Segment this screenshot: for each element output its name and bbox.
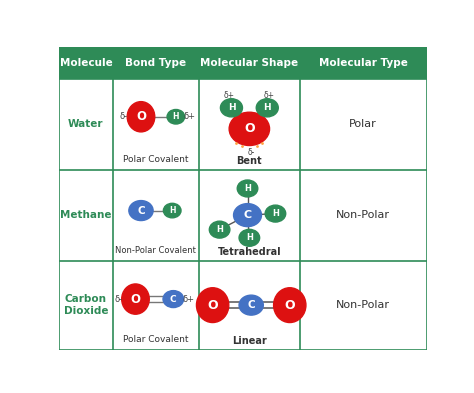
Ellipse shape [127,102,155,132]
Text: O: O [136,110,146,123]
Text: Water: Water [68,119,104,129]
Text: O: O [207,299,218,312]
Text: δ-: δ- [119,112,128,121]
Text: O: O [244,122,255,135]
Text: Polar Covalent: Polar Covalent [123,155,189,164]
Text: Non-Polar: Non-Polar [336,300,390,310]
Text: C: C [244,210,252,220]
Text: δ-: δ- [247,148,255,157]
Text: Polar Covalent: Polar Covalent [123,335,189,344]
Circle shape [234,204,262,227]
Text: H: H [272,209,279,218]
Circle shape [239,230,260,246]
Text: H: H [173,112,179,121]
Bar [59,47,427,79]
Circle shape [164,203,181,218]
Text: Tetrahedral: Tetrahedral [218,247,281,257]
Text: O: O [284,299,295,312]
Text: H: H [246,233,253,242]
Ellipse shape [273,288,306,323]
Ellipse shape [122,284,149,314]
Text: δ+: δ+ [183,112,195,121]
Text: Molecular Shape: Molecular Shape [201,58,299,68]
Circle shape [265,205,286,222]
Text: Non-Polar: Non-Polar [336,210,390,220]
Circle shape [210,221,230,238]
Text: δ+: δ+ [224,90,235,99]
Text: Carbon
Dioxide: Carbon Dioxide [64,294,108,316]
Text: δ-: δ- [115,295,123,303]
Text: Non-Polar Covalent: Non-Polar Covalent [115,246,196,255]
Text: Bent: Bent [237,156,262,166]
Text: H: H [228,103,235,112]
Circle shape [256,99,278,117]
Circle shape [167,110,185,124]
Text: C: C [247,300,255,310]
Text: Molecule: Molecule [60,58,112,68]
Text: H: H [169,206,175,215]
Text: Methane: Methane [60,210,112,220]
Circle shape [129,200,153,220]
Circle shape [237,180,258,197]
Ellipse shape [196,288,229,323]
Text: Molecular Type: Molecular Type [319,58,408,68]
Circle shape [163,290,183,308]
Circle shape [229,112,270,145]
Text: H: H [216,225,223,234]
Text: Polar: Polar [349,119,377,129]
Text: C: C [137,206,145,216]
Circle shape [239,295,264,315]
Text: H: H [264,103,271,112]
Text: δ+: δ+ [182,295,194,303]
Text: O: O [130,292,140,306]
Circle shape [220,99,243,117]
Text: C: C [170,295,177,303]
Text: δ+: δ+ [264,90,274,99]
Text: Bond Type: Bond Type [125,58,186,68]
Text: Linear: Linear [232,336,267,346]
Text: H: H [244,184,251,193]
